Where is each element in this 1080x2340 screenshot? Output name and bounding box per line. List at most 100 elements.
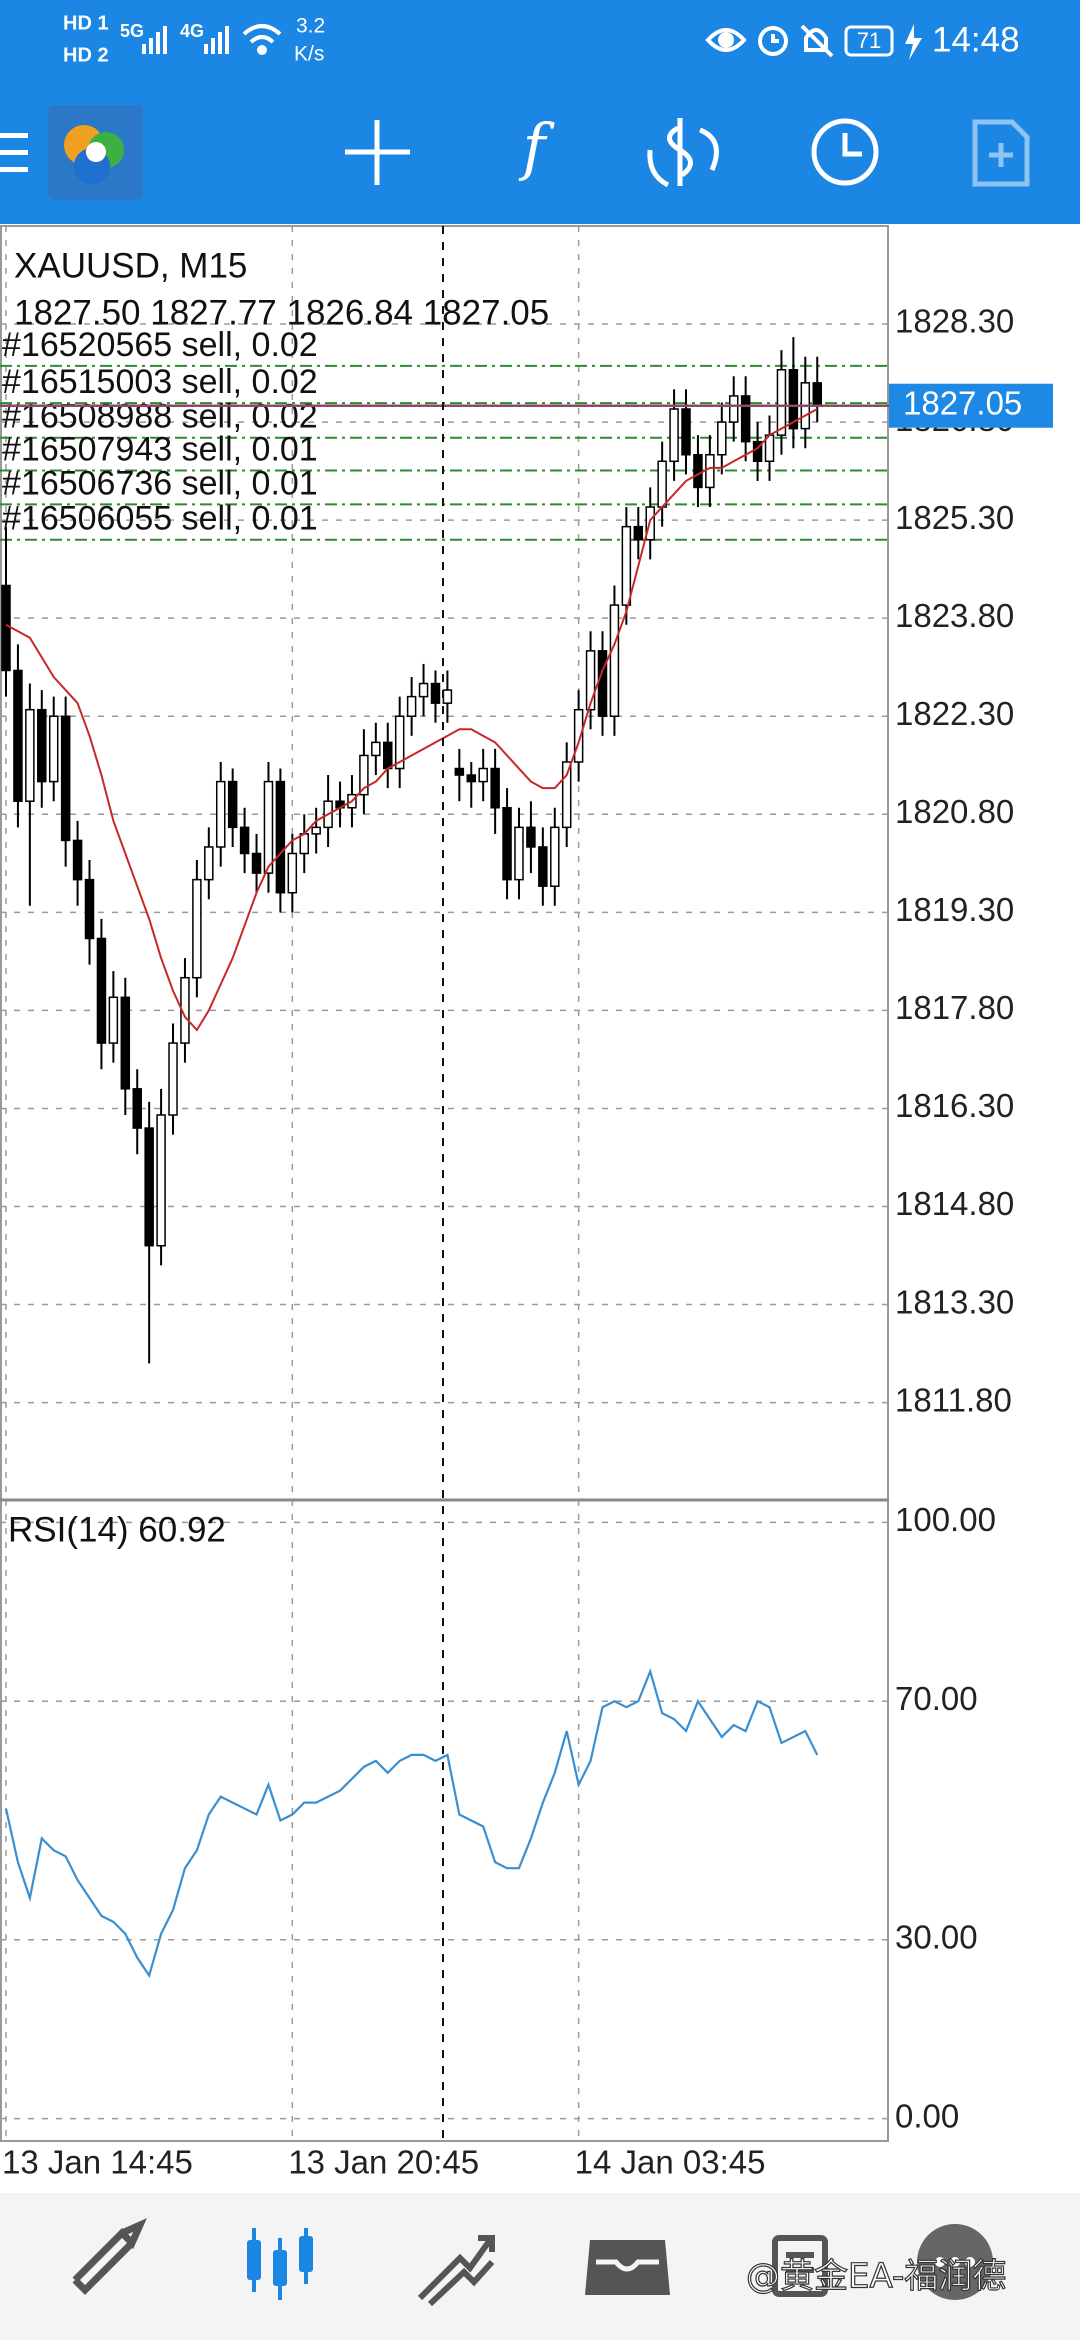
wifi-icon (242, 24, 282, 55)
rsi-line (4, 1668, 819, 1979)
candle-body (96, 937, 107, 1044)
watermark: @黄金EA-福润德 (746, 2257, 1006, 2297)
order-label: #16506055 sell, 0.01 (2, 500, 318, 538)
price-tag (889, 383, 1053, 428)
y-tick-label: 1820.80 (895, 793, 1014, 830)
candle-body (418, 682, 429, 698)
candle-body (526, 826, 536, 848)
speed: 3.2 (296, 15, 325, 38)
candle-body (72, 839, 83, 881)
candle-body (514, 826, 524, 881)
hd1: HD 1 (63, 12, 109, 34)
y-tick-label: 70.00 (895, 1680, 978, 1717)
y-tick-label: 100.00 (895, 1501, 996, 1538)
candle-body (204, 846, 214, 881)
candle-body (60, 715, 71, 842)
candle-body (394, 715, 405, 770)
candle-body (192, 878, 202, 979)
candle-body (1, 584, 11, 672)
moving-average (5, 408, 818, 1032)
candle-body (478, 767, 488, 783)
y-tick-label: 1816.30 (895, 1087, 1014, 1124)
order-label: #16508988 sell, 0.02 (2, 398, 318, 436)
y-tick-label: 0.00 (895, 2097, 959, 2134)
speed-unit: K/s (294, 43, 324, 66)
battery-level: 71 (857, 28, 881, 53)
chart-subtitle: 1827.50 1827.77 1826.84 1827.05 (14, 293, 549, 332)
candle-body (681, 408, 691, 456)
alarm-icon (758, 26, 788, 56)
hd2: HD 2 (63, 44, 109, 66)
rsi-title: RSI(14) 60.92 (8, 1510, 226, 1549)
candle-body (156, 1114, 166, 1247)
charge-icon (905, 24, 922, 60)
mute-icon (800, 24, 834, 58)
candle-body (788, 369, 799, 430)
menu-button[interactable] (0, 133, 28, 172)
messages-tab[interactable] (772, 2235, 828, 2297)
new-order-button[interactable] (972, 119, 1030, 187)
y-tick-label: 1817.80 (895, 989, 1014, 1026)
candle-body (48, 715, 59, 783)
signal-icon (142, 26, 167, 54)
x-tick-label: 13 Jan 14:45 (2, 2144, 193, 2181)
history-button[interactable] (811, 118, 879, 186)
settings-tab[interactable] (917, 2224, 993, 2300)
plot-layer: 13 Jan 14:45 13 Jan 20:45 14 Jan 03:45 1811… (0, 226, 1053, 2181)
candle-body (573, 708, 584, 763)
y-tick-label: 1828.30 (895, 303, 1014, 340)
trade-button[interactable] (647, 118, 719, 188)
candle-body (287, 852, 298, 894)
app-header (0, 0, 1080, 224)
candle-body (275, 780, 286, 894)
candle-body (740, 395, 751, 443)
candle-body (454, 767, 465, 776)
candle-body (37, 708, 47, 783)
y-tick-label: 1825.30 (895, 499, 1014, 536)
trade-tab[interactable] (417, 2235, 495, 2307)
candle-body (442, 689, 453, 704)
order-label: #16506736 sell, 0.01 (2, 464, 318, 502)
clock: 14:48 (932, 20, 1020, 59)
candle-body (120, 996, 131, 1090)
candle-body (144, 1127, 154, 1247)
x-tick-label: 13 Jan 20:45 (288, 2144, 479, 2181)
candle-body (585, 650, 596, 711)
candle-body (263, 780, 274, 874)
quotes-tab[interactable] (72, 2218, 147, 2295)
candle-body (776, 369, 787, 436)
candle-body (311, 826, 321, 835)
candle-body (406, 695, 417, 717)
y-tick-label: 1811.80 (895, 1381, 1012, 1418)
order-label: #16515003 sell, 0.02 (2, 363, 318, 401)
history-tab[interactable] (585, 2240, 670, 2295)
candle-body (371, 741, 381, 757)
candle-body (168, 1042, 178, 1116)
candle-body (239, 826, 250, 855)
crosshair-button[interactable] (345, 120, 410, 185)
candle-body (430, 682, 441, 704)
candle-body (669, 408, 679, 463)
app-logo[interactable] (48, 105, 143, 200)
y-tick-label: 1814.80 (895, 1185, 1014, 1222)
candle-body (359, 754, 369, 796)
price-tag-label: 1827.05 (903, 384, 1022, 421)
signal-icon (204, 26, 229, 54)
bottom-nav (0, 2193, 1080, 2340)
chart-title: XAUUSD, M15 (14, 246, 247, 285)
candle-body (728, 395, 739, 423)
candle-body (597, 650, 608, 717)
net1: 5G (120, 21, 144, 41)
order-label: #16507943 sell, 0.01 (2, 430, 318, 468)
candle-body (227, 780, 238, 829)
candle-body (812, 382, 822, 407)
chart-tab[interactable] (247, 2228, 313, 2300)
net2: 4G (180, 21, 204, 41)
candle-body (502, 806, 512, 881)
status-bar: HD 1 HD 2 5G 4G 3.2 K/s 71 14:48 (63, 12, 1020, 66)
candle-body (466, 774, 477, 783)
order-label: #16520565 sell, 0.02 (2, 326, 318, 364)
